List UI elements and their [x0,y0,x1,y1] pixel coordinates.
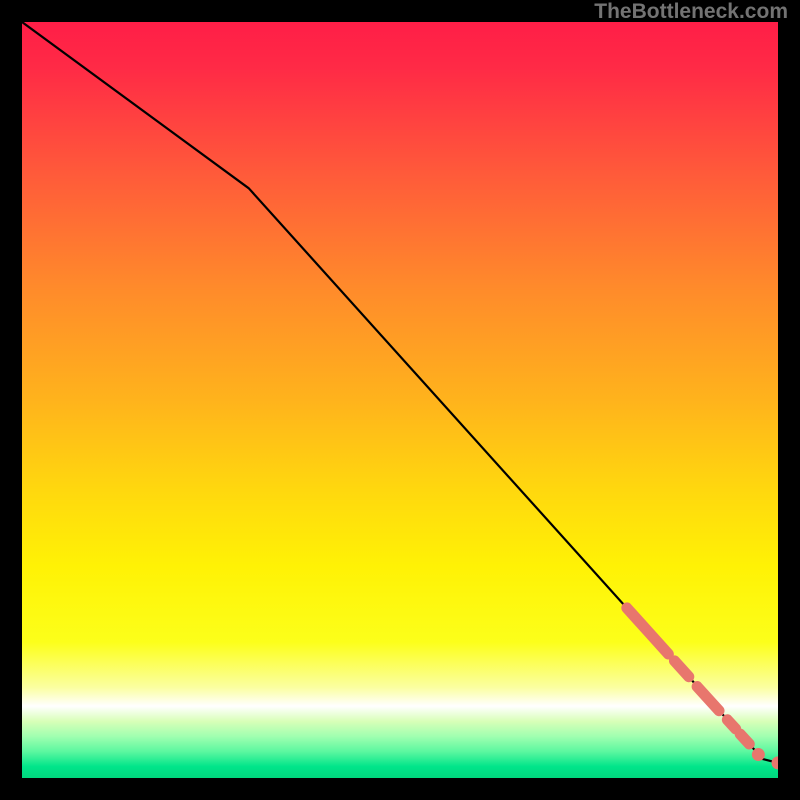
watermark-text: TheBottleneck.com [594,0,788,24]
highlight-segment [740,734,749,744]
chart-overlay [22,22,778,778]
highlight-segment [627,608,669,654]
end-marker [752,748,765,761]
end-marker [772,756,779,769]
highlight-segment [727,720,735,729]
chart-frame: TheBottleneck.com [0,0,800,800]
highlight-segment [697,687,719,711]
plot-area [22,22,778,778]
highlight-segment [674,661,688,677]
